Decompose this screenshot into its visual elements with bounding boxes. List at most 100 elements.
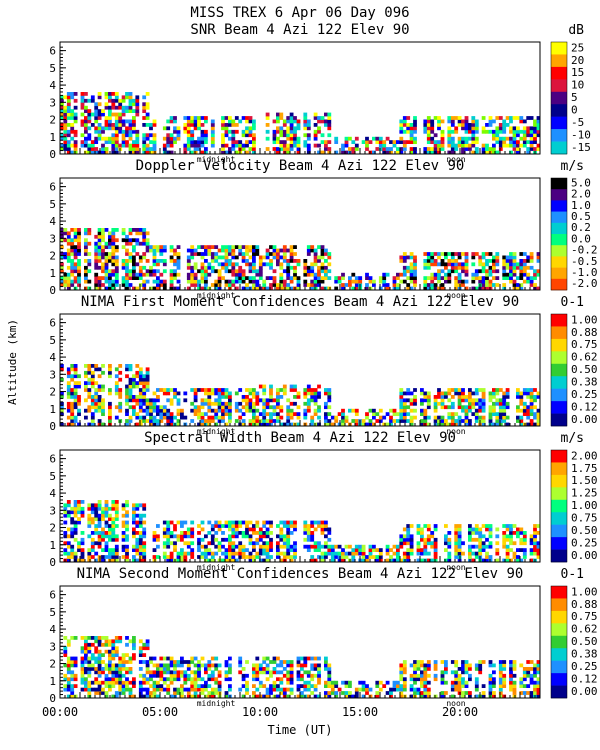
echo-cell bbox=[289, 524, 294, 528]
echo-cell bbox=[114, 112, 119, 117]
echo-cell bbox=[536, 259, 541, 263]
echo-cell bbox=[296, 150, 301, 155]
echo-cell bbox=[111, 517, 116, 521]
colorbar: 5.02.01.00.50.20.0-0.2-0.5-1.0-2.0 bbox=[550, 176, 598, 291]
echo-cell bbox=[108, 136, 112, 141]
echo-cell bbox=[66, 381, 71, 385]
echo-cell bbox=[495, 129, 500, 134]
echo-cell bbox=[87, 388, 92, 392]
echo-cell bbox=[406, 537, 411, 542]
echo-cell bbox=[248, 551, 253, 556]
echo-cell bbox=[413, 388, 417, 392]
echo-cell bbox=[286, 415, 291, 420]
echo-cell bbox=[63, 276, 68, 280]
echo-cell bbox=[176, 262, 181, 267]
echo-cell bbox=[101, 636, 105, 640]
echo-cell bbox=[289, 555, 294, 559]
echo-cell bbox=[406, 123, 411, 127]
echo-cell bbox=[159, 279, 164, 284]
echo-cell bbox=[317, 116, 321, 120]
echo-cell bbox=[252, 401, 256, 406]
echo-cell bbox=[385, 272, 390, 277]
echo-cell bbox=[207, 422, 212, 427]
echo-cell bbox=[128, 398, 133, 403]
echo-cell bbox=[330, 558, 335, 563]
echo-cell bbox=[162, 527, 167, 532]
echo-cell bbox=[454, 259, 459, 263]
echo-cell bbox=[169, 694, 174, 699]
echo-cell bbox=[505, 558, 510, 563]
echo-cell bbox=[70, 422, 75, 427]
echo-cell bbox=[320, 140, 325, 144]
echo-cell bbox=[108, 642, 112, 647]
echo-cell bbox=[310, 395, 315, 399]
echo-cell bbox=[269, 415, 273, 420]
echo-cell bbox=[471, 116, 476, 120]
echo-cell bbox=[221, 245, 225, 249]
echo-cell bbox=[101, 234, 105, 239]
echo-cell bbox=[90, 422, 95, 427]
echo-cell bbox=[313, 276, 318, 280]
echo-cell bbox=[272, 248, 277, 253]
echo-cell bbox=[121, 95, 126, 100]
echo-cell bbox=[492, 395, 496, 399]
echo-cell bbox=[77, 408, 81, 413]
echo-cell bbox=[444, 255, 448, 260]
echo-cell bbox=[509, 259, 513, 263]
echo-cell bbox=[450, 419, 455, 423]
echo-cell bbox=[327, 286, 332, 291]
echo-cell bbox=[159, 252, 164, 256]
echo-cell bbox=[269, 684, 273, 688]
echo-cell bbox=[190, 520, 195, 525]
echo-cell bbox=[145, 374, 150, 379]
echo-cell bbox=[128, 123, 133, 127]
echo-cell bbox=[149, 408, 153, 413]
echo-cell bbox=[101, 555, 105, 559]
y-tick-label: 6 bbox=[49, 317, 56, 330]
echo-cell bbox=[272, 398, 277, 403]
echo-cell bbox=[509, 534, 513, 539]
echo-cell bbox=[111, 663, 116, 668]
echo-cell bbox=[420, 401, 424, 406]
echo-cell bbox=[70, 388, 75, 392]
echo-cell bbox=[444, 422, 448, 427]
echo-cell bbox=[512, 283, 517, 287]
colorbar-label: -1.0 bbox=[571, 266, 598, 279]
echo-cell bbox=[128, 670, 133, 675]
echo-cell bbox=[276, 259, 280, 263]
echo-cell bbox=[406, 388, 411, 392]
echo-cell bbox=[529, 419, 534, 423]
echo-cell bbox=[128, 272, 133, 277]
echo-cell bbox=[111, 234, 116, 239]
echo-cell bbox=[457, 388, 462, 392]
echo-cell bbox=[313, 112, 318, 117]
echo-cell bbox=[241, 419, 246, 423]
echo-cell bbox=[440, 401, 445, 406]
echo-cell bbox=[519, 537, 524, 542]
echo-cell bbox=[516, 527, 520, 532]
echo-cell bbox=[121, 548, 126, 552]
echo-cell bbox=[200, 398, 205, 403]
echo-cell bbox=[234, 255, 239, 260]
echo-cell bbox=[97, 95, 102, 100]
echo-cell bbox=[94, 670, 99, 675]
echo-cell bbox=[207, 419, 212, 423]
echo-cell bbox=[252, 677, 256, 682]
echo-cell bbox=[207, 684, 212, 688]
echo-cell bbox=[101, 147, 105, 151]
echo-cell bbox=[430, 279, 435, 284]
y-tick-label: 2 bbox=[49, 522, 56, 535]
echo-cell bbox=[228, 252, 232, 256]
echo-cell bbox=[197, 412, 201, 416]
echo-cell bbox=[101, 691, 105, 695]
echo-cell bbox=[252, 150, 256, 155]
echo-cell bbox=[97, 398, 102, 403]
echo-cell bbox=[162, 680, 167, 685]
echo-cell bbox=[399, 405, 404, 410]
echo-cell bbox=[135, 364, 140, 368]
echo-cell bbox=[488, 405, 493, 410]
echo-cell bbox=[522, 265, 527, 270]
echo-cell bbox=[447, 129, 452, 134]
echo-cell bbox=[114, 415, 119, 420]
echo-cell bbox=[361, 140, 366, 144]
